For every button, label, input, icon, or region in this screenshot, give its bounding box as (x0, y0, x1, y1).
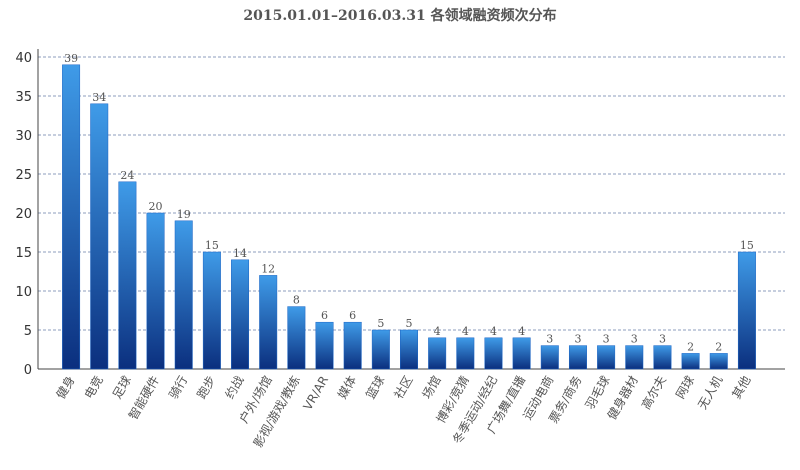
bar (343, 321, 362, 370)
bar (371, 329, 390, 370)
bar (174, 220, 193, 370)
y-tick-label: 0 (24, 363, 32, 378)
value-label: 19 (177, 208, 191, 221)
value-label: 4 (462, 325, 469, 338)
x-tick-label: 社区 (391, 373, 416, 401)
value-label: 5 (406, 317, 413, 330)
bar (259, 275, 278, 370)
value-label: 3 (631, 333, 638, 346)
value-label: 14 (233, 247, 247, 260)
value-label: 4 (434, 325, 441, 338)
value-label: 2 (715, 340, 722, 353)
x-tick-label: 跑步 (194, 374, 218, 402)
x-tick-label: 电竞 (82, 374, 106, 402)
bar (118, 181, 137, 370)
x-tick-label: 其他 (729, 374, 753, 402)
x-tick-label: 约战 (222, 373, 247, 401)
value-label: 39 (64, 52, 78, 65)
bar (512, 337, 531, 370)
bar (202, 251, 221, 370)
bar (428, 337, 447, 370)
y-tick-label: 20 (15, 207, 32, 222)
y-tick-label: 30 (15, 129, 32, 144)
value-label: 15 (740, 239, 754, 252)
y-tick-label: 25 (15, 168, 32, 183)
bar (568, 345, 587, 370)
bar (62, 64, 81, 370)
bar (653, 345, 672, 370)
x-tick-label: 骑行 (166, 374, 190, 402)
value-label: 3 (546, 333, 553, 346)
bar (681, 353, 700, 370)
value-label: 8 (293, 294, 300, 307)
y-tick-label: 15 (15, 246, 32, 261)
x-tick-label: 网球 (673, 374, 697, 402)
bar (231, 259, 250, 370)
y-tick-label: 5 (24, 324, 32, 339)
bar (456, 337, 475, 370)
y-tick-label: 40 (15, 51, 32, 66)
bar (315, 321, 334, 370)
x-tick-label: 足球 (110, 374, 134, 402)
y-tick-label: 35 (15, 90, 32, 105)
x-tick-label: 健身 (53, 373, 78, 401)
value-label: 5 (377, 317, 384, 330)
value-label: 12 (261, 262, 275, 275)
bar (737, 251, 756, 370)
bar (146, 212, 165, 370)
x-tick-label: 场馆 (419, 373, 444, 401)
value-label: 2 (687, 340, 694, 353)
value-label: 20 (149, 200, 163, 213)
value-label: 15 (205, 239, 219, 252)
y-tick-label: 10 (15, 285, 32, 300)
x-tick-label: 高尔夫 (638, 373, 669, 412)
x-tick-label: 羽毛球 (583, 374, 613, 412)
chart-title: 2015.01.01–2016.03.31 各领域融资频次分布 (243, 7, 556, 24)
bar (400, 329, 418, 370)
bar (540, 345, 559, 370)
value-label: 34 (92, 91, 106, 104)
value-label: 3 (659, 333, 666, 346)
bar (597, 345, 616, 370)
bar (709, 353, 728, 370)
x-tick-label: 无人机 (695, 374, 725, 412)
value-label: 3 (603, 333, 610, 346)
value-label: 4 (490, 325, 497, 338)
bar (90, 103, 109, 370)
x-tick-label: 篮球 (362, 373, 387, 401)
bar (625, 345, 644, 370)
x-tick-label: VR/AR (300, 374, 331, 413)
bar (484, 337, 503, 370)
value-label: 6 (321, 309, 328, 322)
value-label: 3 (574, 333, 581, 346)
value-label: 6 (349, 309, 356, 322)
value-label: 4 (518, 325, 525, 338)
bar (287, 306, 306, 370)
x-tick-label: 媒体 (335, 374, 359, 402)
value-label: 24 (120, 169, 134, 182)
